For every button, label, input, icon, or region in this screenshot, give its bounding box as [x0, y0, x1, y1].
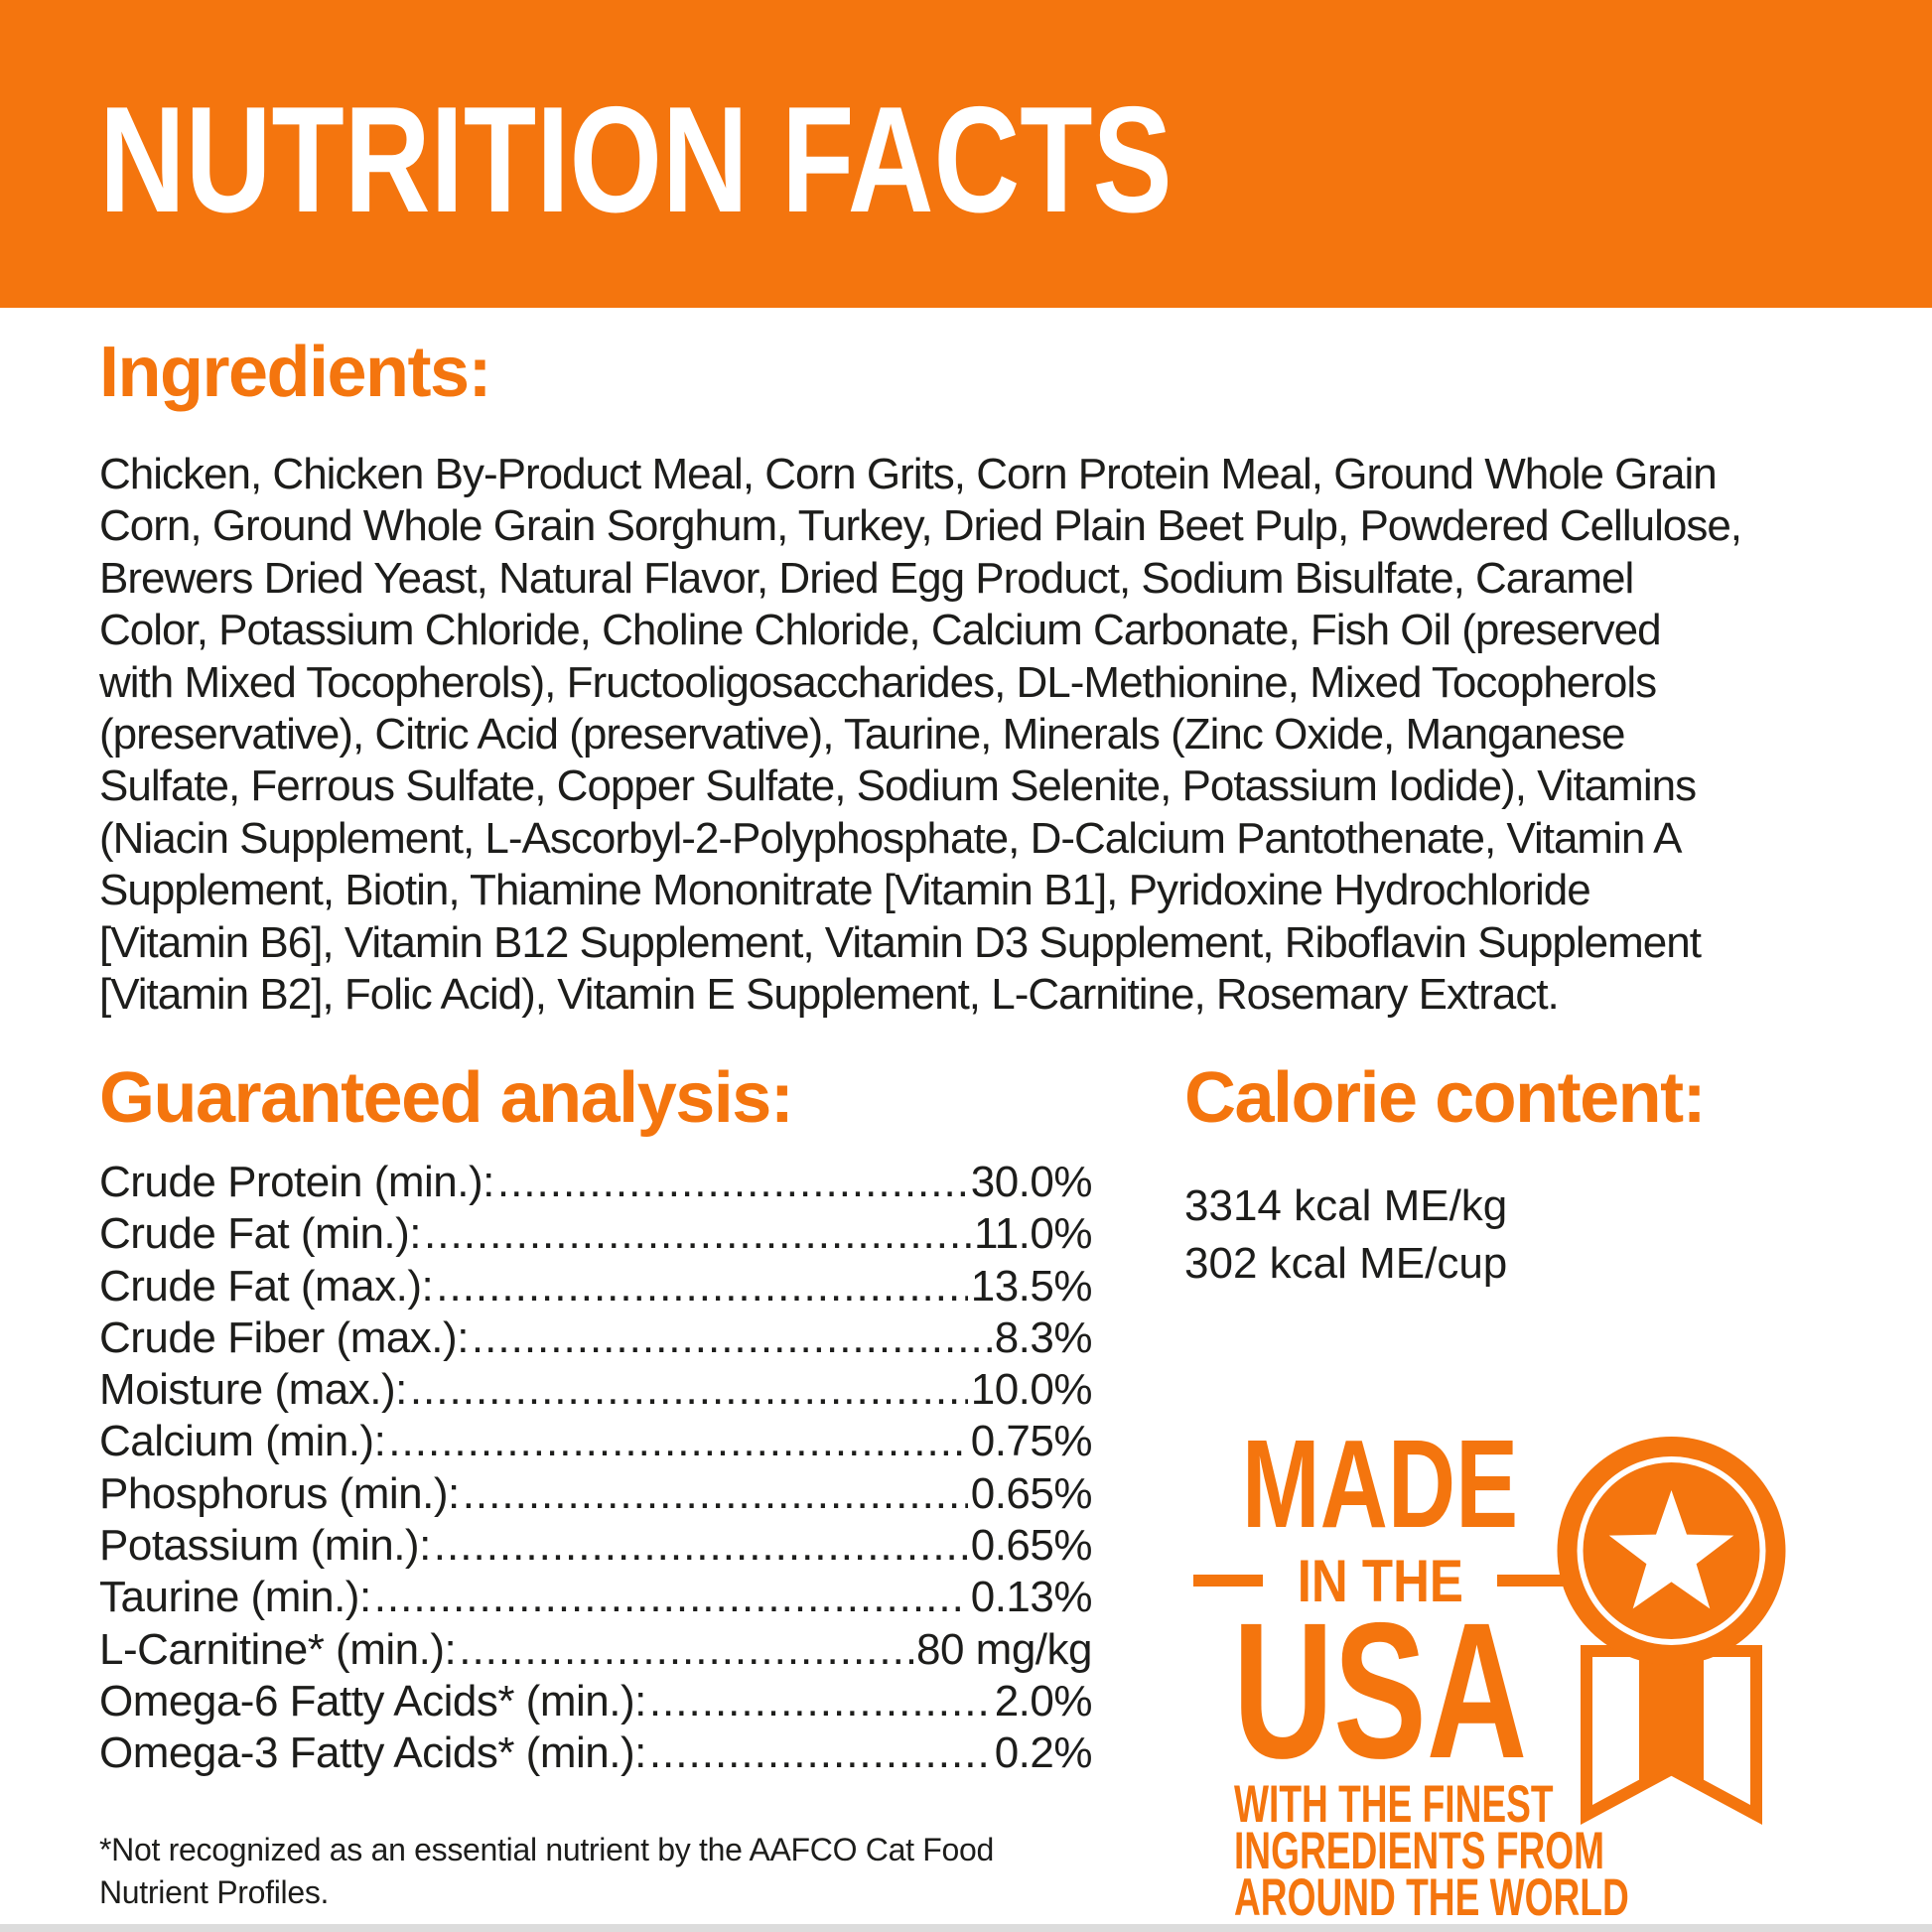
analysis-value: 0.13% [970, 1573, 1093, 1622]
dotted-leader [436, 1262, 967, 1311]
page-title: NUTRITION FACTS [99, 75, 1173, 244]
analysis-value: 0.75% [970, 1417, 1093, 1466]
analysis-value: 30.0% [970, 1158, 1093, 1206]
analysis-row: Crude Protein (min.): 30.0% [99, 1158, 1093, 1209]
analysis-value: 11.0% [974, 1209, 1093, 1259]
award-ribbon-star-icon [1557, 1437, 1786, 1826]
analysis-row: Calcium (min.): 0.75% [99, 1417, 1093, 1468]
ingredients-text: Chicken, Chicken By-Product Meal, Corn G… [99, 450, 1742, 1020]
calorie-content-values: 3314 kcal ME/kg 302 kcal ME/cup [1184, 1177, 1507, 1293]
analysis-label: Crude Fat (max.): [99, 1261, 434, 1311]
guaranteed-analysis-list: Crude Protein (min.): 30.0% Crude Fat (mi… [99, 1158, 1093, 1781]
analysis-value: 0.2% [994, 1728, 1093, 1778]
analysis-value: 10.0% [970, 1365, 1093, 1415]
usa-tagline: WITH THE FINEST INGREDIENTS FROM AROUND … [1172, 1775, 1629, 1927]
dash-icon [1192, 1575, 1263, 1587]
calorie-content-heading: Calorie content: [1184, 1058, 1707, 1138]
analysis-row: Omega-6 Fatty Acids* (min.): 2.0% [99, 1676, 1093, 1728]
analysis-value: 0.65% [970, 1521, 1093, 1571]
dotted-leader [472, 1313, 992, 1363]
usa-made-text: MADE [1241, 1414, 1519, 1554]
analysis-label: Omega-3 Fatty Acids* (min.): [99, 1728, 646, 1778]
dotted-leader [463, 1469, 968, 1519]
header-banner: NUTRITION FACTS [0, 0, 1932, 308]
usa-tagline-line: INGREDIENTS FROM [1234, 1822, 1605, 1880]
bottom-edge-strip [0, 1924, 1932, 1932]
analysis-label: Crude Fiber (max.): [99, 1312, 469, 1362]
analysis-value: 80 mg/kg [916, 1624, 1092, 1674]
dotted-leader [649, 1728, 992, 1778]
analysis-label: Crude Protein (min.): [99, 1158, 494, 1206]
analysis-label: Taurine (min.): [99, 1573, 371, 1622]
dotted-leader [434, 1521, 968, 1571]
dash-icon [1497, 1575, 1568, 1587]
usa-tagline-line: WITH THE FINEST [1234, 1775, 1554, 1834]
analysis-label: Crude Fat (min.): [99, 1209, 422, 1259]
analysis-row: Potassium (min.): 0.65% [99, 1521, 1093, 1573]
dotted-leader [410, 1365, 968, 1415]
analysis-label: Moisture (max.): [99, 1365, 407, 1415]
analysis-row: Crude Fat (max.): 13.5% [99, 1261, 1093, 1313]
analysis-row: Phosphorus (min.): 0.65% [99, 1468, 1093, 1521]
analysis-label: L-Carnitine* (min.): [99, 1624, 457, 1674]
analysis-row: L-Carnitine* (min.): 80 mg/kg [99, 1625, 1092, 1677]
analysis-label: Calcium (min.): [99, 1417, 386, 1466]
analysis-row: Crude Fat (min.): 11.0% [99, 1209, 1093, 1261]
analysis-row: Crude Fiber (max.): 8.3% [99, 1312, 1093, 1365]
analysis-label: Omega-6 Fatty Acids* (min.): [99, 1676, 646, 1725]
dotted-leader [388, 1417, 967, 1466]
analysis-value: 8.3% [994, 1312, 1093, 1362]
analysis-value: 13.5% [970, 1261, 1093, 1311]
usa-in-the-text: IN THE [1297, 1547, 1463, 1614]
dotted-leader [497, 1158, 968, 1207]
calorie-cup-line: 302 kcal ME/cup [1184, 1239, 1508, 1288]
aafco-footnote: *Not recognized as an essential nutrient… [99, 1832, 995, 1910]
analysis-value: 2.0% [994, 1676, 1093, 1725]
dotted-leader [649, 1677, 992, 1726]
calorie-kg-line: 3314 kcal ME/kg [1184, 1181, 1508, 1230]
analysis-value: 0.65% [970, 1468, 1093, 1518]
usa-usa-text: USA [1232, 1583, 1528, 1799]
analysis-row: Moisture (max.): 10.0% [99, 1365, 1093, 1417]
analysis-row: Omega-3 Fatty Acids* (min.): 0.2% [99, 1728, 1093, 1780]
guaranteed-analysis-heading: Guaranteed analysis: [99, 1058, 794, 1138]
usa-tagline-line: AROUND THE WORLD [1234, 1868, 1629, 1927]
made-in-usa-badge: MADE IN THE USA WITH THE FINEST INGREDIE… [1172, 1414, 1629, 1927]
usa-in-the-row: IN THE [1172, 1548, 1588, 1614]
analysis-label: Potassium (min.): [99, 1521, 431, 1571]
analysis-row: Taurine (min.): 0.13% [99, 1573, 1093, 1624]
dotted-leader [424, 1209, 971, 1259]
dotted-leader [459, 1625, 913, 1675]
dotted-leader [374, 1573, 968, 1622]
ingredients-heading: Ingredients: [99, 333, 492, 412]
analysis-label: Phosphorus (min.): [99, 1468, 460, 1518]
